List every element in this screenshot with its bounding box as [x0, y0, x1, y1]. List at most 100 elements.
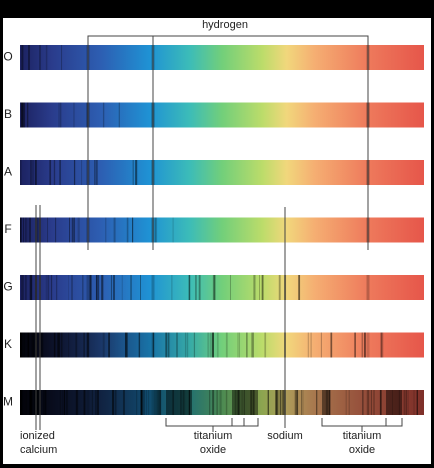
absorption-line	[277, 390, 279, 415]
absorption-line	[34, 160, 37, 185]
absorption-line	[251, 390, 254, 415]
absorption-line	[66, 390, 69, 415]
absorption-line	[155, 217, 158, 243]
absorption-line	[20, 390, 22, 415]
absorption-line	[364, 332, 366, 358]
absorption-line	[282, 390, 284, 415]
absorption-band	[232, 390, 244, 415]
absorption-line	[282, 390, 285, 415]
absorption-line	[23, 332, 25, 358]
absorption-line	[275, 390, 278, 415]
absorption-band	[386, 390, 402, 415]
absorption-line	[33, 390, 35, 415]
absorption-line	[132, 217, 134, 243]
absorption-line	[155, 390, 158, 415]
absorption-line	[380, 390, 382, 415]
absorption-line	[209, 390, 211, 415]
spectrum-shade	[20, 390, 424, 415]
absorption-line	[219, 390, 222, 415]
absorption-line	[307, 332, 310, 358]
absorption-line	[44, 390, 47, 415]
absorption-line	[406, 390, 408, 415]
absorption-line	[32, 160, 34, 185]
absorption-line	[172, 390, 175, 415]
absorption-line	[398, 390, 401, 415]
absorption-line	[361, 332, 364, 358]
absorption-line	[53, 160, 55, 185]
absorption-line	[54, 332, 56, 358]
titanium-bracket	[321, 418, 403, 432]
absorption-line	[262, 275, 264, 300]
absorption-line	[25, 275, 27, 300]
absorption-line	[20, 332, 22, 358]
spectral-class-label: O	[3, 50, 12, 64]
absorption-line	[86, 332, 89, 358]
absorption-line	[96, 390, 99, 415]
absorption-line	[126, 332, 128, 358]
absorption-line	[23, 217, 24, 243]
absorption-line	[152, 332, 155, 358]
absorption-line	[23, 217, 25, 243]
absorption-line	[61, 390, 63, 415]
absorption-band	[166, 390, 192, 415]
absorption-line	[31, 332, 33, 358]
absorption-line	[47, 275, 50, 300]
absorption-line	[77, 217, 79, 243]
absorption-line	[380, 332, 383, 358]
absorption-line	[148, 390, 150, 415]
absorption-line	[83, 332, 85, 358]
absorption-line	[407, 390, 409, 415]
absorption-line	[373, 390, 375, 415]
absorption-line	[59, 102, 62, 128]
absorption-line	[367, 390, 369, 415]
absorption-line	[159, 390, 162, 415]
absorption-line	[27, 45, 30, 70]
calcium-label: ionized	[20, 430, 55, 442]
absorption-line	[234, 390, 236, 415]
absorption-line	[229, 275, 231, 300]
absorption-line	[382, 332, 384, 358]
absorption-line	[182, 390, 184, 415]
absorption-line	[30, 275, 33, 300]
absorption-line	[328, 390, 331, 415]
calcium-label: calcium	[20, 444, 57, 456]
absorption-line	[97, 390, 99, 415]
absorption-line	[20, 390, 22, 415]
absorption-line	[86, 332, 90, 358]
spectrum	[20, 275, 424, 300]
absorption-line	[96, 275, 97, 300]
absorption-line	[25, 217, 27, 243]
absorption-line	[21, 45, 24, 70]
absorption-line	[94, 160, 96, 185]
absorption-line	[216, 332, 219, 358]
absorption-line	[243, 390, 245, 415]
absorption-line	[157, 390, 159, 415]
absorption-line	[81, 160, 83, 185]
absorption-line	[27, 332, 29, 358]
absorption-line	[167, 332, 171, 358]
absorption-line	[392, 390, 393, 415]
absorption-line	[41, 332, 44, 358]
absorption-line	[416, 390, 418, 415]
absorption-line	[140, 275, 141, 300]
absorption-line	[97, 275, 100, 300]
absorption-line	[28, 332, 30, 358]
absorption-line	[20, 217, 22, 243]
sodium-label: sodium	[267, 430, 302, 442]
absorption-line	[73, 160, 76, 185]
absorption-line	[86, 102, 89, 128]
absorption-line	[102, 102, 105, 128]
absorption-line	[216, 390, 218, 415]
titanium-label: titanium	[194, 430, 233, 442]
absorption-line	[278, 390, 280, 415]
absorption-line	[30, 160, 32, 185]
absorption-line	[237, 390, 240, 415]
absorption-line	[76, 390, 79, 415]
absorption-line	[50, 275, 53, 300]
absorption-line	[165, 332, 168, 358]
spectrum	[20, 217, 424, 243]
absorption-line	[280, 390, 282, 415]
absorption-line	[207, 332, 209, 358]
absorption-line	[20, 275, 23, 300]
